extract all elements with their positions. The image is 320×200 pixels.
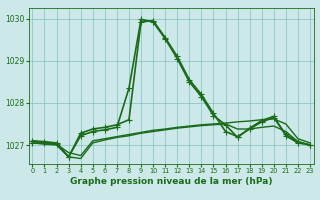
X-axis label: Graphe pression niveau de la mer (hPa): Graphe pression niveau de la mer (hPa) xyxy=(70,177,272,186)
